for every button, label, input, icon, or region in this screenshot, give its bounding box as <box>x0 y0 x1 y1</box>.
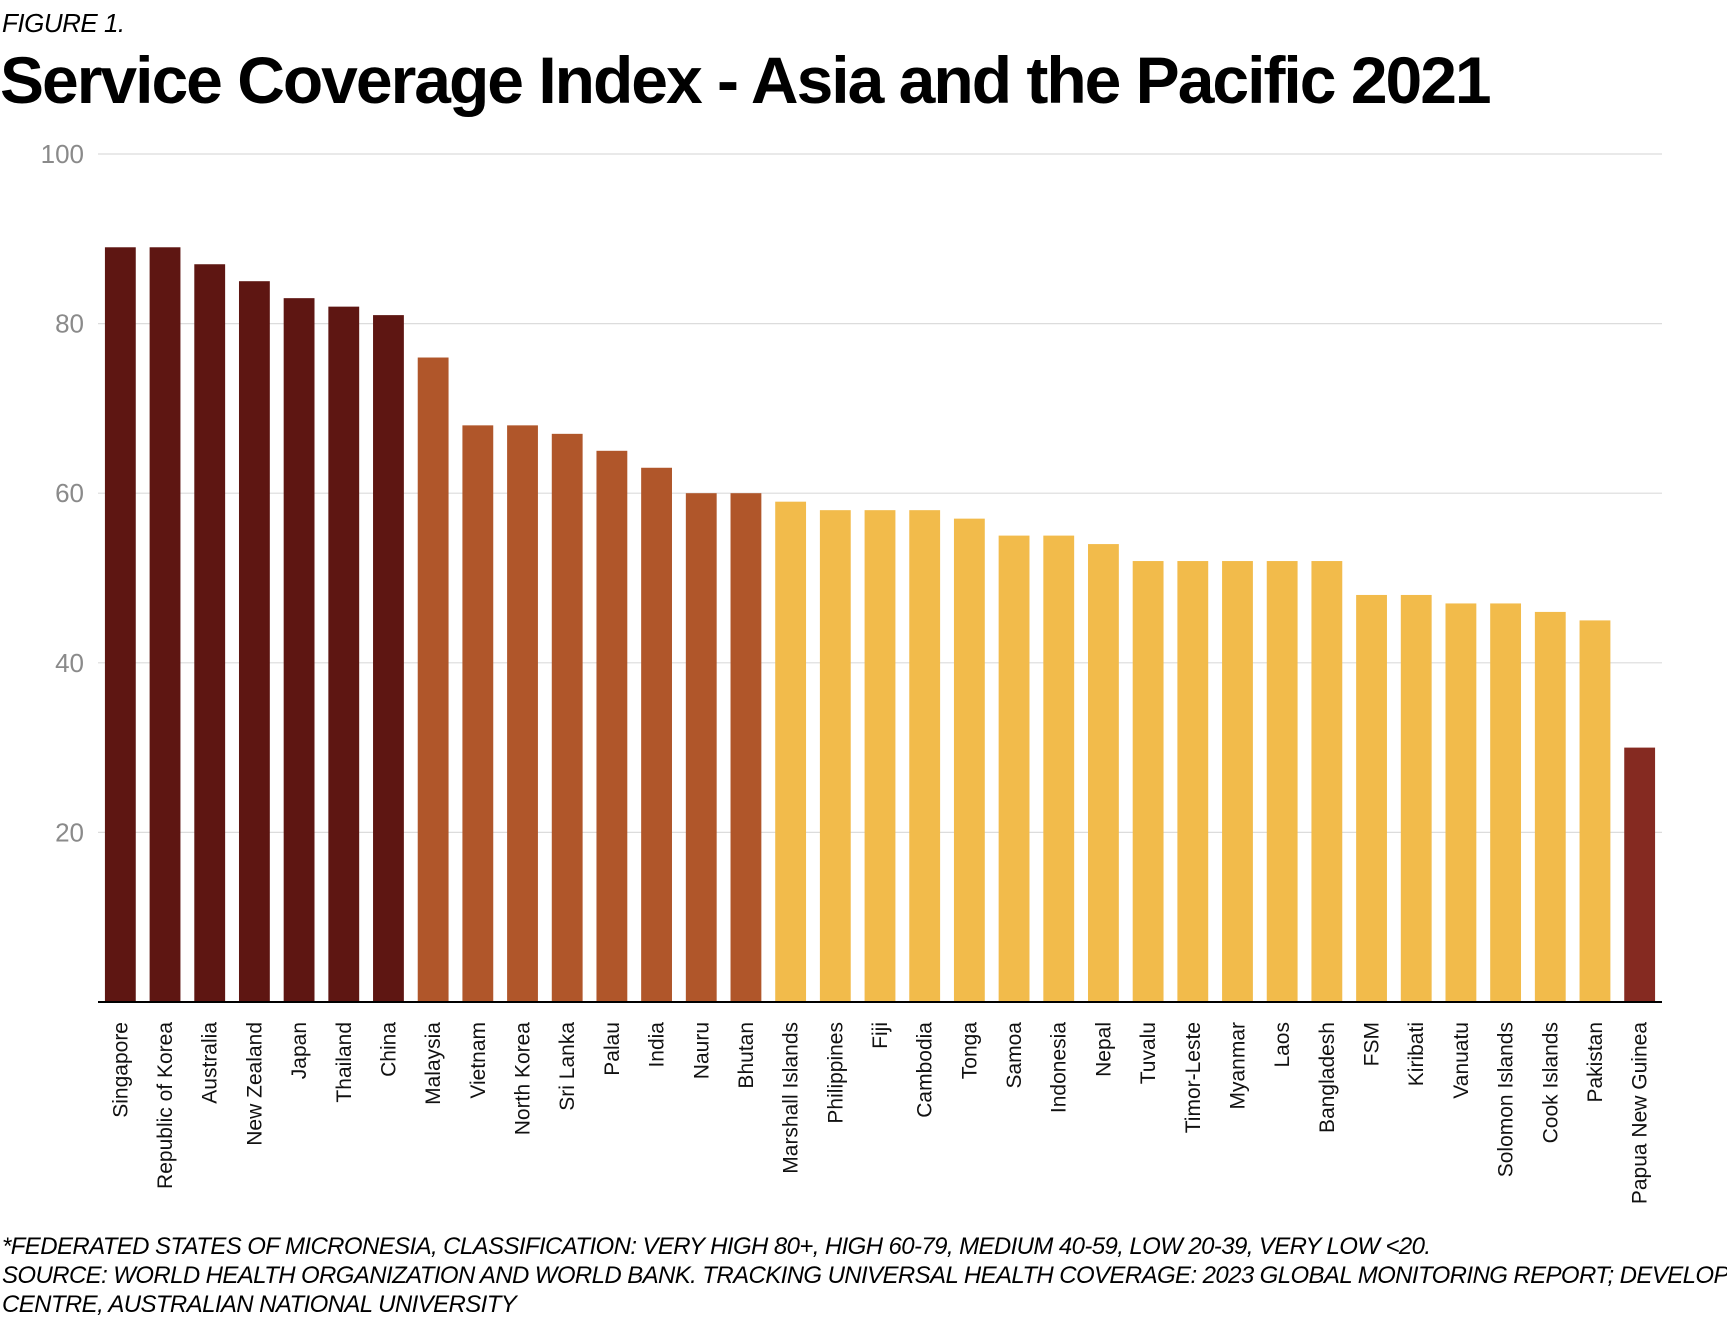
footnote-definitions: *FEDERATED STATES OF MICRONESIA, CLASSIF… <box>2 1233 1431 1260</box>
x-tick-label: Pakistan <box>1584 1022 1607 1103</box>
bar <box>1177 561 1209 1002</box>
bar-chart: 20 40 60 80 100 Singapore Republic of Korea Au… <box>41 139 1662 1204</box>
bar <box>1445 603 1477 1002</box>
bar <box>551 433 583 1003</box>
bar <box>1400 594 1432 1002</box>
x-tick-label: Bhutan <box>735 1022 758 1089</box>
footnote-source-continued: CENTRE, AUSTRALIAN NATIONAL UNIVERSITY <box>2 1291 517 1318</box>
x-tick-label: Myanmar <box>1226 1022 1249 1110</box>
x-tick-label: Kiribati <box>1405 1022 1428 1086</box>
figure-label: FIGURE 1. <box>2 8 125 38</box>
x-tick-label: Thailand <box>333 1022 356 1103</box>
bar <box>1356 594 1387 1002</box>
y-tick-label: 60 <box>55 478 84 508</box>
bar <box>685 493 717 1002</box>
x-tick-label: Papua New Guinea <box>1629 1022 1652 1204</box>
chart-title: Service Coverage Index - Asia and the Pa… <box>0 43 1492 117</box>
bar <box>1624 747 1656 1002</box>
bar <box>238 281 270 1002</box>
bar <box>104 247 136 1002</box>
x-tick-label: Tuvalu <box>1137 1022 1160 1084</box>
x-tick-label: FSM <box>1361 1022 1384 1066</box>
y-tick-label: 80 <box>55 309 84 339</box>
y-tick-label: 20 <box>55 817 84 847</box>
x-tick-label: Indonesia <box>1048 1022 1071 1113</box>
bar <box>328 306 360 1002</box>
bar <box>953 518 985 1002</box>
bar <box>462 425 494 1002</box>
x-tick-label: North Korea <box>512 1022 535 1136</box>
bar <box>1311 561 1343 1002</box>
x-tick-label: Marshall Islands <box>780 1022 803 1174</box>
y-tick-label: 40 <box>55 648 84 678</box>
bar <box>149 247 181 1002</box>
bar <box>1132 561 1164 1002</box>
bar <box>1534 611 1566 1002</box>
x-tick-label: Solomon Islands <box>1495 1022 1518 1177</box>
x-tick-label: Timor-Leste <box>1182 1022 1205 1133</box>
bar <box>283 298 315 1002</box>
bar <box>998 535 1030 1002</box>
x-tick-label: Singapore <box>109 1022 132 1118</box>
y-tick-label: 100 <box>41 139 84 169</box>
bar <box>864 510 896 1002</box>
bar <box>1266 561 1298 1002</box>
x-tick-label: Samoa <box>1003 1022 1026 1089</box>
x-tick-label: New Zealand <box>243 1022 266 1146</box>
bar <box>1490 603 1522 1002</box>
x-tick-label: India <box>646 1022 669 1068</box>
bar <box>1043 535 1075 1002</box>
bar <box>417 357 449 1002</box>
x-tick-label: Tonga <box>958 1022 981 1080</box>
x-tick-label: Laos <box>1271 1022 1294 1068</box>
footnotes: *FEDERATED STATES OF MICRONESIA, CLASSIF… <box>2 1232 1727 1319</box>
x-tick-label: Bangladesh <box>1316 1022 1339 1133</box>
bar <box>819 510 851 1002</box>
x-tick-label: Nauru <box>690 1022 713 1079</box>
x-tick-label: Palau <box>601 1022 624 1076</box>
x-tick-label: Sri Lanka <box>556 1022 579 1111</box>
y-axis-ticks: 20 40 60 80 100 <box>41 139 84 847</box>
x-tick-label: Japan <box>288 1022 311 1079</box>
x-tick-label: Vietnam <box>467 1022 490 1099</box>
x-tick-label: Malaysia <box>422 1022 445 1105</box>
bar <box>194 264 226 1002</box>
bar <box>1222 561 1253 1002</box>
bar <box>507 425 538 1002</box>
x-tick-label: Vanuatu <box>1450 1022 1473 1099</box>
x-axis-ticks: Singapore Republic of Korea Australia New Z… <box>109 1022 1651 1204</box>
bar <box>775 501 807 1002</box>
bar <box>909 510 941 1002</box>
x-tick-label: Australia <box>199 1022 222 1104</box>
x-tick-label: Philippines <box>824 1022 847 1124</box>
x-tick-label: Republic of Korea <box>154 1022 177 1189</box>
bar <box>730 493 762 1002</box>
bar <box>596 450 628 1002</box>
x-tick-label: Fiji <box>869 1022 892 1049</box>
bar <box>641 467 672 1002</box>
bars <box>104 247 1656 1003</box>
bar <box>1088 544 1119 1002</box>
bar <box>373 315 404 1002</box>
x-tick-label: Cook Islands <box>1539 1022 1562 1143</box>
footnote-source: SOURCE: WORLD HEALTH ORGANIZATION AND WO… <box>2 1262 1727 1289</box>
x-tick-label: China <box>377 1022 400 1077</box>
x-tick-label: Nepal <box>1092 1022 1115 1077</box>
bar <box>1579 620 1611 1002</box>
x-tick-label: Cambodia <box>914 1022 937 1118</box>
